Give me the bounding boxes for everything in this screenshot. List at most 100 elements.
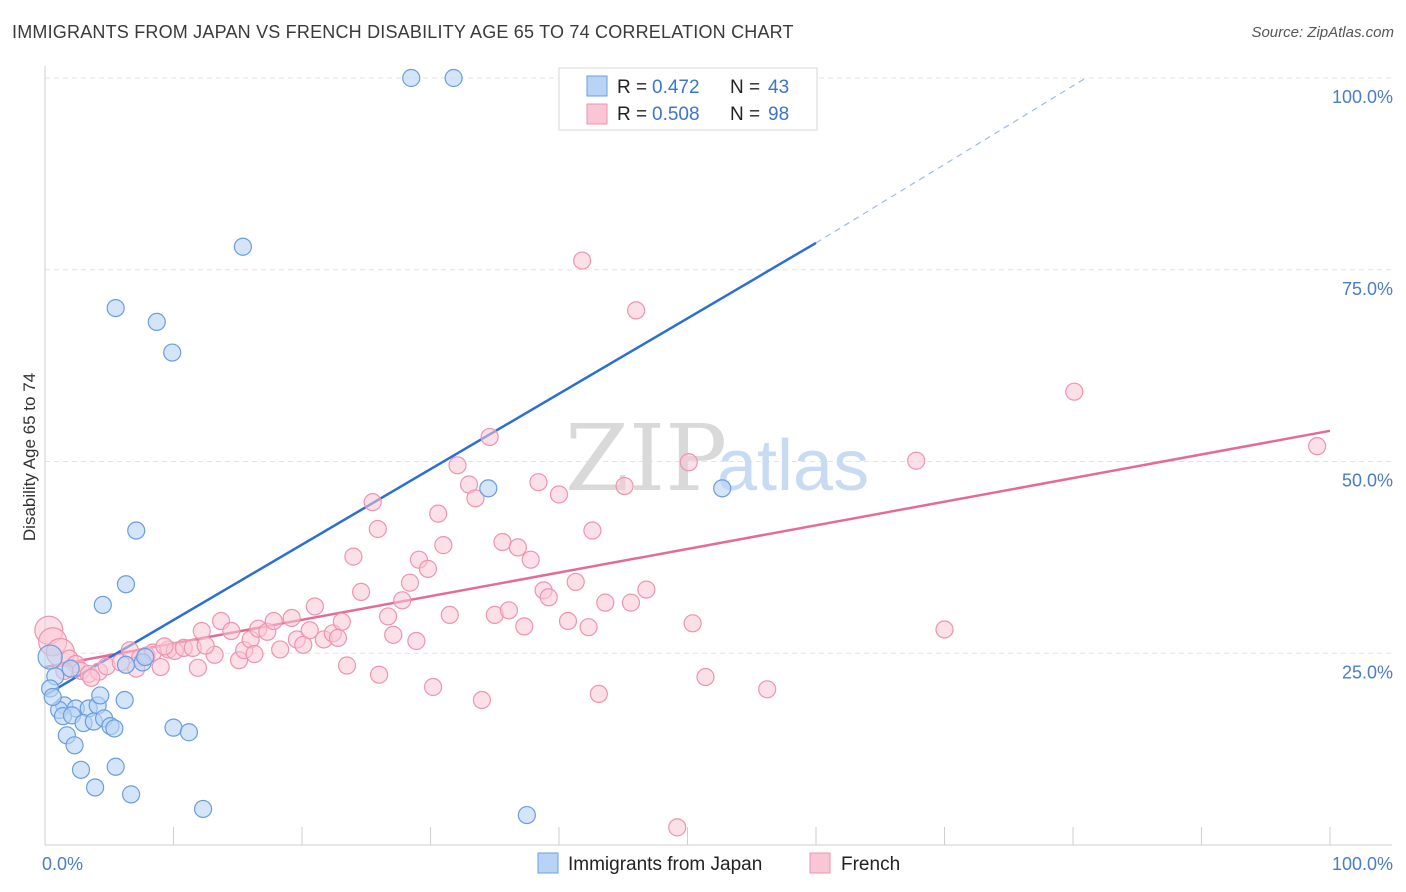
french-point xyxy=(637,580,656,599)
japan-point xyxy=(136,647,155,667)
japan-point xyxy=(479,479,498,498)
french-point xyxy=(549,485,569,504)
watermark-atlas: atlas xyxy=(717,426,869,506)
french-point xyxy=(400,573,420,592)
french-point xyxy=(434,536,453,555)
french-point xyxy=(328,628,348,648)
y-tick-label: 50.0% xyxy=(1342,471,1393,491)
japan-point xyxy=(116,575,136,594)
japan-point xyxy=(164,718,183,737)
french-point xyxy=(679,453,698,472)
french-point xyxy=(573,251,592,270)
french-point xyxy=(407,631,426,651)
french-point xyxy=(429,504,448,523)
french-point xyxy=(196,636,215,655)
french-point xyxy=(271,640,290,659)
legend-r-value-french: 0.508 xyxy=(652,104,700,125)
y-tick-label: 100.0% xyxy=(1332,87,1393,107)
french-point xyxy=(332,612,351,631)
french-point xyxy=(82,668,101,687)
french-point xyxy=(222,621,241,641)
japan-point xyxy=(43,687,62,707)
japan-point xyxy=(713,479,732,498)
trend-lines xyxy=(44,77,1331,697)
french-point xyxy=(529,473,548,492)
french-point xyxy=(583,521,602,540)
french-point xyxy=(448,456,467,475)
japan-point xyxy=(37,644,63,670)
japan-points xyxy=(37,68,732,825)
japan-trend-extension xyxy=(815,77,1087,244)
x-tick-labels: 0.0% 100.0% xyxy=(42,854,1393,874)
french-point xyxy=(384,625,403,644)
japan-point xyxy=(116,655,136,674)
french-point xyxy=(683,614,702,633)
japan-trend-line xyxy=(44,241,817,697)
japan-point xyxy=(193,799,213,819)
french-point xyxy=(579,618,598,637)
french-point xyxy=(515,617,534,636)
french-point xyxy=(188,658,208,677)
french-point xyxy=(596,593,615,612)
french-point xyxy=(151,657,170,677)
french-point xyxy=(440,605,459,625)
french-point xyxy=(935,620,954,639)
japan-point xyxy=(115,690,134,710)
japan-point xyxy=(402,68,421,88)
french-point xyxy=(539,588,558,607)
french-point xyxy=(566,572,585,592)
french-point xyxy=(480,427,499,447)
french-point xyxy=(499,601,518,620)
french-point xyxy=(370,665,389,684)
japan-point xyxy=(65,736,84,755)
french-point xyxy=(521,550,540,569)
french-point xyxy=(423,677,443,697)
french-point xyxy=(758,680,777,699)
source-label: Source: ZipAtlas.com xyxy=(1251,24,1394,41)
japan-point xyxy=(106,299,125,318)
y-tick-labels: 25.0% 50.0% 75.0% 100.0% xyxy=(1332,87,1393,682)
french-point xyxy=(337,656,357,675)
bottom-legend-french: French xyxy=(841,854,900,875)
legend-swatch-japan xyxy=(586,75,608,97)
french-point xyxy=(1308,437,1327,456)
legend-swatch-french xyxy=(586,103,608,125)
french-point xyxy=(493,532,512,552)
bottom-legend-swatch-japan xyxy=(537,852,559,874)
french-point xyxy=(300,621,319,640)
legend-box: R = 0.472 N = 43 R = 0.508 N = 98 xyxy=(558,67,818,131)
bottom-legend: Immigrants from Japan French xyxy=(537,852,900,875)
french-point xyxy=(264,611,283,631)
grid-lines xyxy=(45,77,1392,654)
japan-point xyxy=(71,760,91,779)
legend-n-value-french: 98 xyxy=(768,104,789,125)
japan-point xyxy=(105,719,124,738)
japan-point xyxy=(163,343,182,362)
y-tick-label: 25.0% xyxy=(1342,662,1393,682)
french-point xyxy=(352,582,371,601)
japan-point xyxy=(91,686,110,705)
japan-point xyxy=(233,237,252,256)
japan-point xyxy=(121,785,141,804)
y-tick-label: 75.0% xyxy=(1342,279,1393,299)
watermark-zip: ZIP xyxy=(565,405,727,512)
french-point xyxy=(344,547,363,566)
french-point xyxy=(626,301,646,320)
french-point xyxy=(155,637,174,656)
french-points xyxy=(34,251,1327,837)
legend-n-label-french: N = xyxy=(730,104,760,125)
french-point xyxy=(418,559,438,578)
french-point xyxy=(558,611,578,631)
legend-r-label-japan: R = xyxy=(617,77,647,98)
x-tick-label-min: 0.0% xyxy=(42,854,83,874)
french-point xyxy=(282,608,301,628)
french-point xyxy=(472,690,491,710)
legend-r-value-japan: 0.472 xyxy=(652,77,700,98)
japan-point xyxy=(106,757,125,776)
french-point xyxy=(615,476,634,496)
japan-point xyxy=(147,312,166,332)
x-tick-label-max: 100.0% xyxy=(1332,854,1393,874)
japan-point xyxy=(127,521,146,540)
french-point xyxy=(363,493,382,512)
